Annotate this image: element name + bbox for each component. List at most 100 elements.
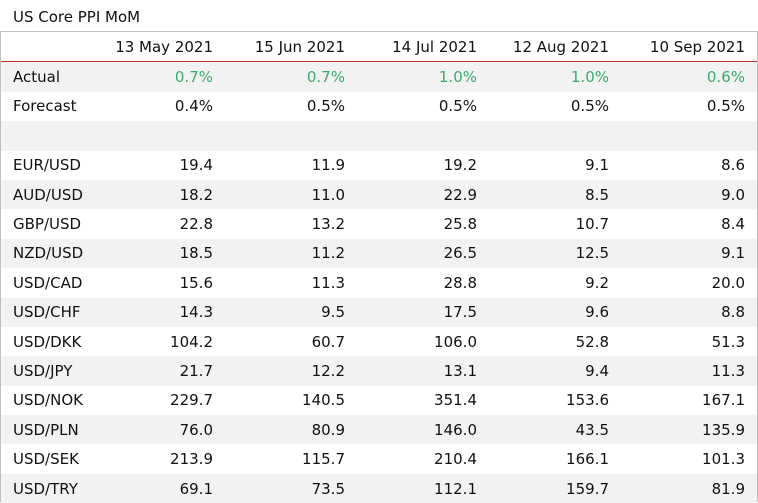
pair-value: 11.3 [621, 356, 757, 386]
pair-value: 11.3 [311, 273, 345, 292]
pair-value: 112.1 [357, 473, 489, 503]
header-cell: 12 Aug 2021 [489, 32, 621, 63]
pair-value: 101.3 [702, 450, 745, 469]
forecast-row: Forecast 0.4% 0.5% 0.5% 0.5% 0.5% [1, 92, 757, 121]
pair-label: USD/PLN [1, 415, 93, 445]
pair-value: 60.7 [311, 332, 345, 351]
pair-value: 153.6 [566, 391, 609, 410]
table-row: USD/JPY 21.7 12.2 13.1 9.4 11.3 [1, 356, 757, 386]
pair-value: 166.1 [566, 450, 609, 469]
pair-value: 10.7 [575, 215, 609, 234]
table-row: USD/CHF 14.3 9.5 17.5 9.6 8.8 [1, 297, 757, 327]
header-cell: 15 Jun 2021 [225, 32, 357, 63]
table-row: USD/PLN 76.0 80.9 146.0 43.5 135.9 [1, 415, 757, 445]
table-row: USD/DKK 104.2 60.7 106.0 52.8 51.3 [1, 327, 757, 356]
header-cell: 14 Jul 2021 [357, 32, 489, 63]
pair-value: 8.6 [721, 156, 745, 175]
header-cell: 13 May 2021 [93, 32, 225, 63]
pair-value: 11.9 [311, 156, 345, 175]
table-title: US Core PPI MoM [13, 8, 141, 26]
pair-value: 26.5 [357, 238, 489, 269]
pair-value: 21.7 [93, 356, 225, 386]
pair-value: 15.6 [179, 273, 213, 292]
pair-value: 106.0 [434, 332, 477, 351]
pair-value: 146.0 [357, 415, 489, 445]
table-row: USD/SEK 213.9 115.7 210.4 166.1 101.3 [1, 444, 757, 473]
pair-value: 167.1 [702, 391, 745, 410]
actual-value: 0.7% [93, 61, 225, 92]
pair-value: 210.4 [434, 450, 477, 469]
forecast-value: 0.5% [306, 97, 345, 116]
row-label: Forecast [13, 97, 77, 116]
pair-value: 14.3 [93, 297, 225, 327]
pair-value: 80.9 [225, 415, 357, 445]
pair-value: 9.0 [621, 179, 757, 210]
pair-value: 19.2 [443, 156, 477, 175]
pair-value: 351.4 [434, 391, 477, 410]
pair-value: 140.5 [302, 391, 345, 410]
forecast-value: 0.5% [570, 97, 609, 116]
header-cell [1, 32, 93, 63]
data-table-frame: 13 May 2021 15 Jun 2021 14 Jul 2021 12 A… [0, 31, 758, 503]
pair-value: 104.2 [170, 332, 213, 351]
actual-row: Actual 0.7% 0.7% 1.0% 1.0% 0.6% [1, 61, 757, 92]
pair-value: 52.8 [575, 332, 609, 351]
table-row: EUR/USD 19.4 11.9 19.2 9.1 8.6 [1, 151, 757, 180]
pair-value: 8.5 [489, 179, 621, 210]
header-row: 13 May 2021 15 Jun 2021 14 Jul 2021 12 A… [1, 32, 757, 63]
pair-value: 12.2 [225, 356, 357, 386]
table-row: NZD/USD 18.5 11.2 26.5 12.5 9.1 [1, 238, 757, 269]
pair-value: 28.8 [443, 273, 477, 292]
pair-value: 9.4 [489, 356, 621, 386]
actual-value: 1.0% [489, 61, 621, 92]
pair-value: 213.9 [170, 450, 213, 469]
pair-label: GBP/USD [13, 215, 82, 234]
actual-value: 1.0% [357, 61, 489, 92]
pair-value: 20.0 [711, 273, 745, 292]
pair-value: 13.2 [311, 215, 345, 234]
actual-value: 0.6% [621, 61, 757, 92]
pair-value: 9.1 [621, 238, 757, 269]
pair-value: 51.3 [711, 332, 745, 351]
pair-value: 9.6 [489, 297, 621, 327]
table-row: AUD/USD 18.2 11.0 22.9 8.5 9.0 [1, 179, 757, 210]
pair-label: USD/TRY [1, 473, 93, 503]
pair-value: 73.5 [225, 473, 357, 503]
pair-label: NZD/USD [1, 238, 93, 269]
header-cell: 10 Sep 2021 [621, 32, 757, 63]
pair-value: 18.2 [93, 179, 225, 210]
pair-value: 159.7 [489, 473, 621, 503]
pair-value: 17.5 [357, 297, 489, 327]
pair-value: 9.2 [585, 273, 609, 292]
pair-label: USD/JPY [1, 356, 93, 386]
pair-label: AUD/USD [1, 179, 93, 210]
pair-value: 19.4 [179, 156, 213, 175]
pair-label: USD/SEK [13, 450, 79, 469]
table-row: GBP/USD 22.8 13.2 25.8 10.7 8.4 [1, 209, 757, 238]
pair-value: 22.9 [357, 179, 489, 210]
pair-value: 9.1 [585, 156, 609, 175]
pair-label: USD/CAD [13, 273, 83, 292]
actual-value: 0.7% [225, 61, 357, 92]
pair-value: 115.7 [302, 450, 345, 469]
table-row: USD/TRY 69.1 73.5 112.1 159.7 81.9 [1, 473, 757, 503]
pair-value: 13.1 [357, 356, 489, 386]
forecast-value: 0.5% [438, 97, 477, 116]
pair-value: 229.7 [170, 391, 213, 410]
pair-value: 11.0 [225, 179, 357, 210]
pair-value: 12.5 [489, 238, 621, 269]
forecast-value: 0.5% [706, 97, 745, 116]
forecast-value: 0.4% [174, 97, 213, 116]
pair-value: 22.8 [179, 215, 213, 234]
pair-value: 11.2 [225, 238, 357, 269]
pair-value: 9.5 [225, 297, 357, 327]
pair-value: 25.8 [443, 215, 477, 234]
pair-label: USD/DKK [13, 332, 82, 351]
data-table: 13 May 2021 15 Jun 2021 14 Jul 2021 12 A… [1, 32, 757, 503]
pair-value: 8.8 [621, 297, 757, 327]
row-label: Actual [1, 61, 93, 92]
pair-value: 18.5 [93, 238, 225, 269]
pair-label: EUR/USD [13, 156, 81, 175]
pair-value: 135.9 [621, 415, 757, 445]
pair-value: 69.1 [93, 473, 225, 503]
